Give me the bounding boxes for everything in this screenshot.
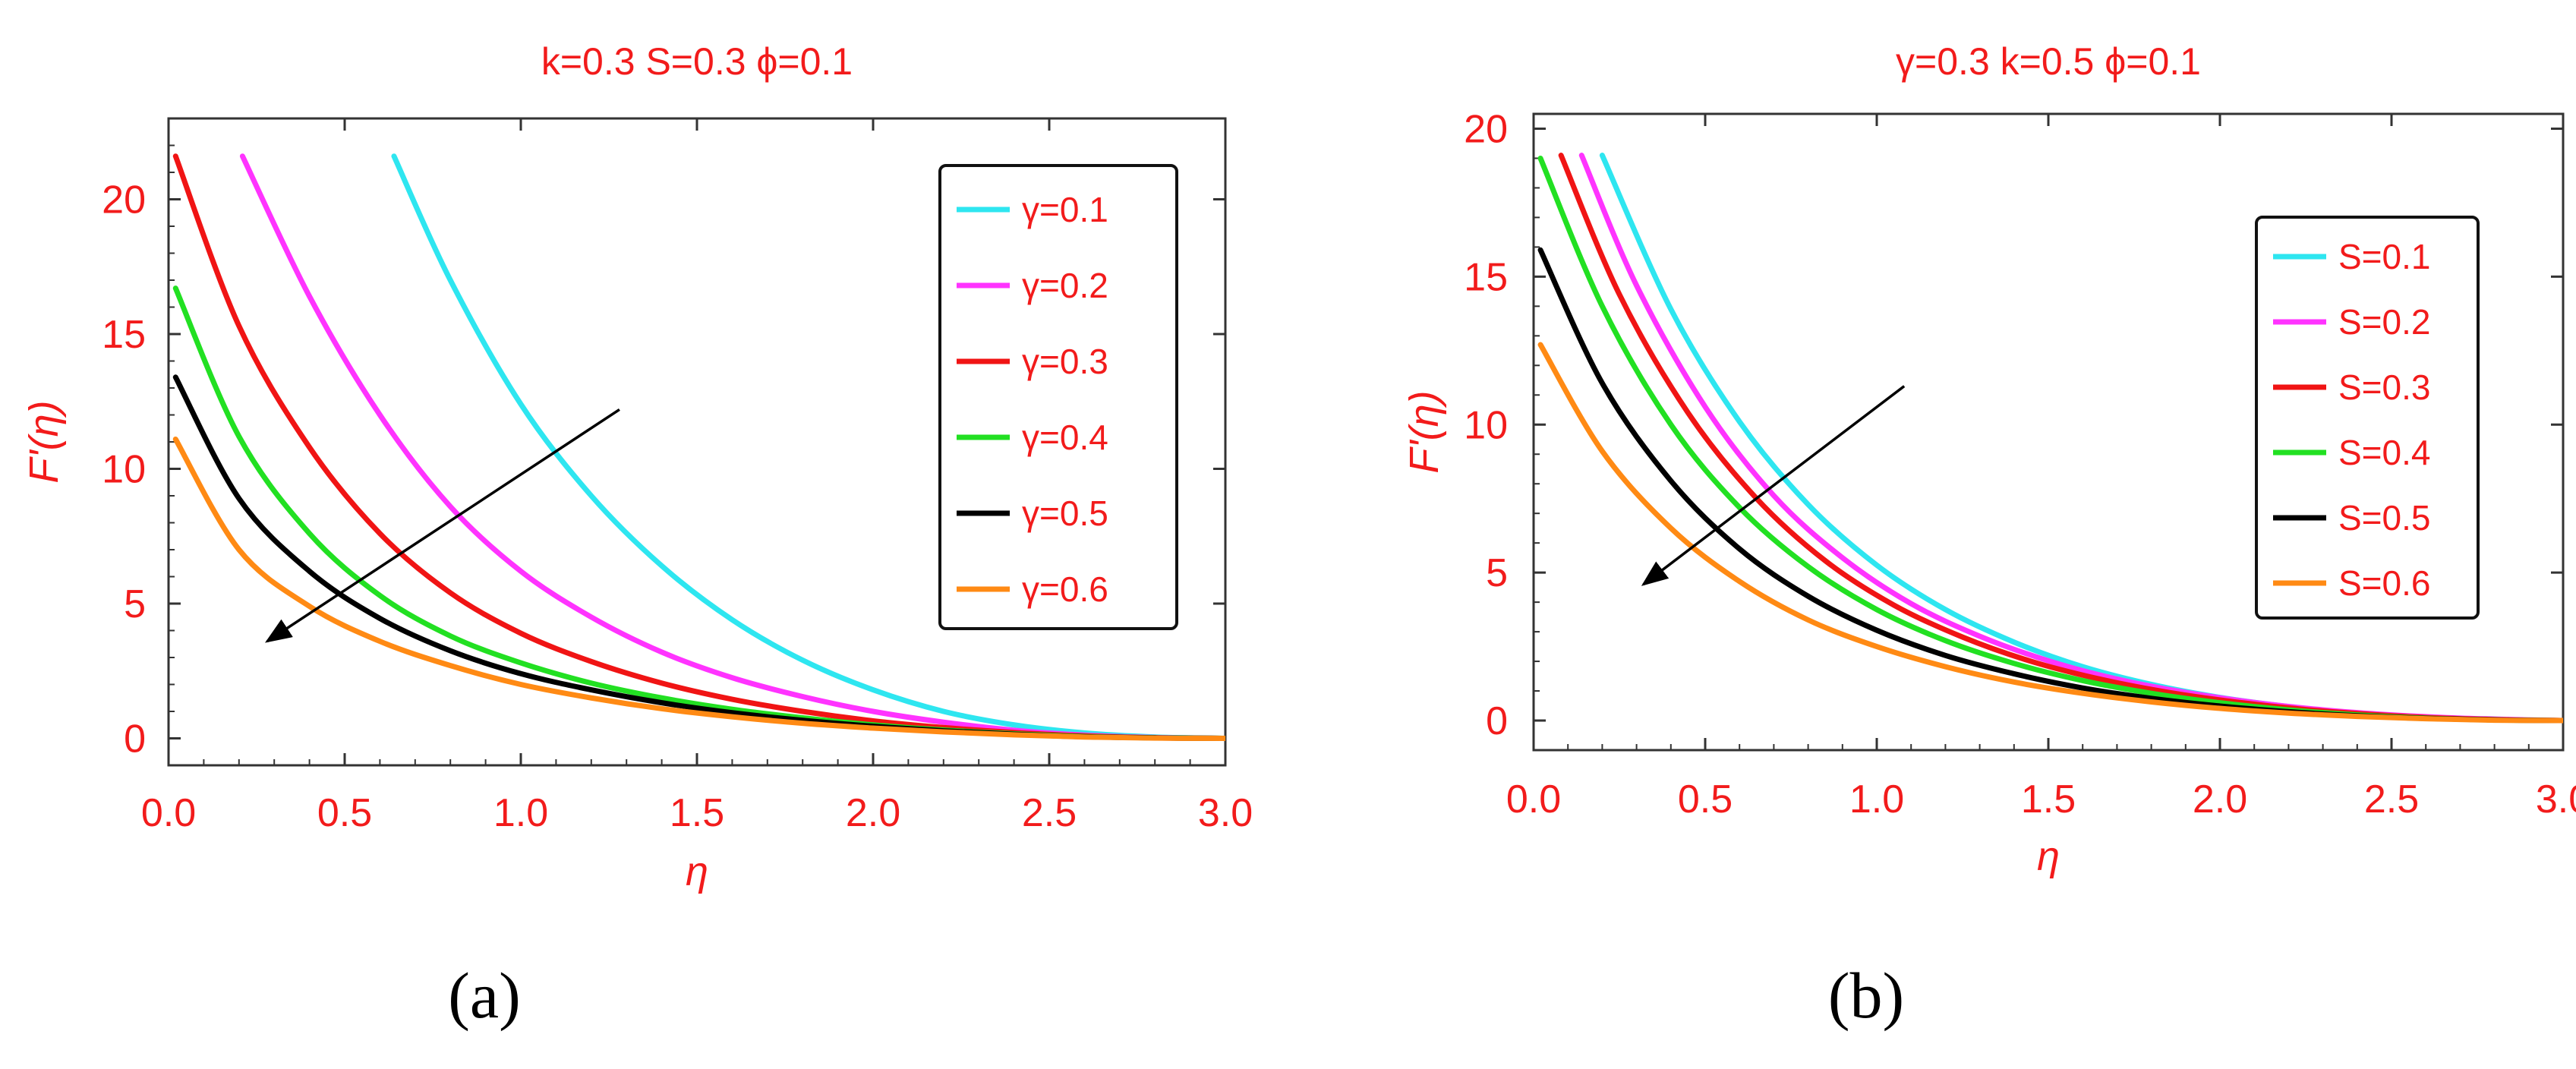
x-tick-label: 1.5 — [2021, 777, 2076, 821]
y-tick-label: 15 — [1464, 255, 1508, 299]
chart-title: γ=0.3 k=0.5 ϕ=0.1 — [1896, 40, 2201, 83]
legend-label: γ=0.6 — [1022, 569, 1108, 609]
y-tick-label: 5 — [1486, 551, 1508, 595]
x-tick-label: 2.5 — [2364, 777, 2419, 821]
legend-label: S=0.5 — [2338, 498, 2431, 538]
y-tick-label: 20 — [102, 178, 146, 222]
y-tick-label: 0 — [1486, 699, 1508, 743]
x-tick-label: 3.0 — [1198, 791, 1253, 835]
chart-panel-a: k=0.3 S=0.3 ϕ=0.1 0.0 0.5 1.0 1.5 2.0 2.5 3.0 0 5… — [21, 40, 1253, 1032]
y-tick-label: 20 — [1464, 107, 1508, 151]
series-line — [172, 436, 1225, 741]
y-tick-label: 5 — [124, 582, 146, 626]
legend-label: S=0.6 — [2338, 563, 2431, 603]
legend-label: γ=0.1 — [1022, 190, 1108, 229]
trend-arrow — [1641, 385, 1906, 586]
legend-label: γ=0.2 — [1022, 266, 1108, 305]
x-tick-label: 1.0 — [493, 791, 548, 835]
y-axis-label: F'(η) — [1402, 390, 1447, 473]
x-tick-label: 1.5 — [670, 791, 724, 835]
legend-label: S=0.4 — [2338, 433, 2431, 472]
legend-label: S=0.3 — [2338, 367, 2431, 407]
legend-label: γ=0.5 — [1022, 494, 1108, 533]
legend-label: S=0.1 — [2338, 237, 2431, 276]
trend-arrow — [264, 408, 620, 643]
y-axis-label: F'(η) — [21, 400, 67, 483]
x-tick-label: 1.0 — [1849, 777, 1904, 821]
legend-box — [938, 164, 1178, 630]
panel-label: (b) — [1828, 959, 1904, 1032]
x-axis-label: η — [686, 849, 708, 894]
x-tick-label: 2.0 — [2193, 777, 2247, 821]
y-tick-label: 10 — [102, 448, 146, 492]
series-line — [1537, 342, 2563, 724]
legend-label: γ=0.3 — [1022, 342, 1108, 381]
chart-panel-b: γ=0.3 k=0.5 ϕ=0.1 0.0 0.5 1.0 1.5 2.0 2.5 3.0 0 5… — [1402, 40, 2576, 1032]
y-tick-label: 0 — [124, 717, 146, 762]
x-tick-label: 0.5 — [1678, 777, 1733, 821]
chart-title: k=0.3 S=0.3 ϕ=0.1 — [541, 40, 853, 83]
y-tick-label: 15 — [102, 313, 146, 357]
x-tick-label: 0.5 — [317, 791, 372, 835]
legend-label: S=0.2 — [2338, 302, 2431, 342]
x-tick-label: 0.0 — [141, 791, 196, 835]
legend-label: γ=0.4 — [1022, 418, 1108, 457]
y-tick-label: 10 — [1464, 403, 1508, 447]
x-axis-label: η — [2037, 834, 2060, 879]
x-tick-label: 2.0 — [846, 791, 900, 835]
x-tick-label: 3.0 — [2536, 777, 2576, 821]
x-tick-label: 2.5 — [1022, 791, 1077, 835]
legend-box — [2255, 216, 2480, 620]
panel-label: (a) — [448, 959, 520, 1032]
x-tick-label: 0.0 — [1506, 777, 1561, 821]
